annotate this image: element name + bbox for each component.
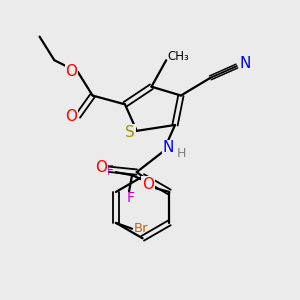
Text: CH₃: CH₃ [168, 50, 189, 63]
Text: O: O [65, 64, 77, 80]
Text: O: O [65, 109, 77, 124]
Text: O: O [142, 177, 154, 192]
Text: N: N [239, 56, 251, 71]
Text: N: N [163, 140, 174, 155]
Text: S: S [125, 125, 135, 140]
Text: N: N [239, 56, 251, 71]
Text: O: O [95, 160, 107, 175]
Text: F: F [105, 164, 113, 178]
Text: O: O [65, 64, 77, 80]
Text: O: O [142, 177, 154, 192]
Text: O: O [65, 109, 77, 124]
Text: F: F [126, 191, 134, 205]
Text: N: N [163, 140, 174, 155]
Text: H: H [177, 147, 186, 160]
Text: Br: Br [134, 222, 149, 235]
Text: S: S [125, 125, 136, 140]
Text: O: O [95, 160, 107, 175]
